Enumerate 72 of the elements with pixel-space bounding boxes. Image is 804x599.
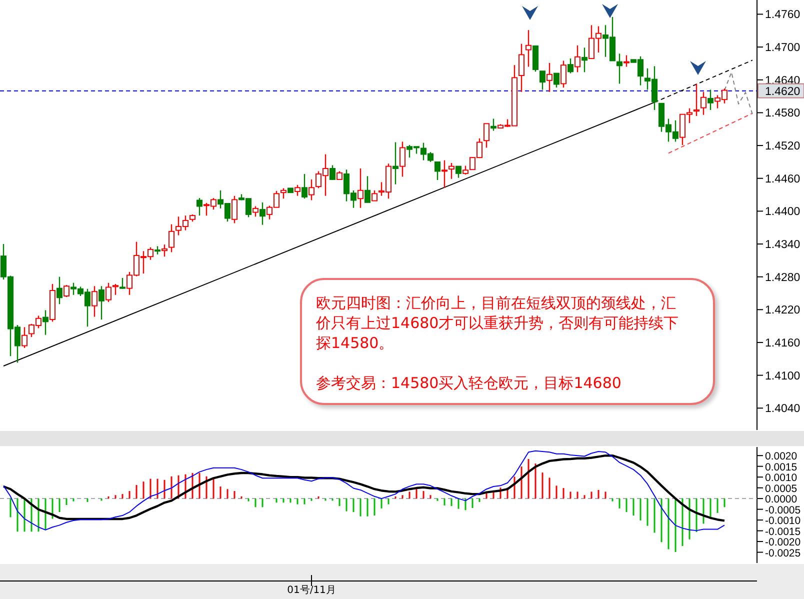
y-tick-label: 1.4460 — [765, 173, 800, 186]
candlestick — [294, 184, 300, 196]
y-tick-label: 0.0015 — [765, 461, 798, 474]
line-series — [3, 450, 725, 532]
candlestick — [358, 168, 364, 208]
candlestick — [260, 202, 266, 226]
y-tick-label: 0.0020 — [765, 450, 798, 463]
y-tick-label: -0.0010 — [765, 515, 801, 528]
annotation: 参考交易：14580买入轻仓欧元，目标14680 — [316, 373, 622, 393]
candlestick — [232, 195, 238, 224]
y-tick-label: -0.0005 — [765, 504, 801, 516]
candlestick — [442, 160, 448, 188]
candlestick — [546, 62, 552, 93]
y-tick-label: 1.4040 — [765, 403, 800, 416]
candlestick — [42, 310, 48, 336]
candlestick — [22, 326, 28, 349]
candlestick — [434, 161, 440, 181]
candlestick — [400, 141, 406, 178]
candlestick — [560, 60, 566, 88]
candlestick — [518, 43, 524, 93]
candlestick — [98, 286, 104, 320]
candlestick — [490, 118, 496, 132]
candlestick — [280, 188, 286, 200]
candlestick — [694, 83, 700, 117]
ref-line-label: 1.4620 — [765, 86, 800, 98]
candlestick — [540, 70, 546, 90]
candlestick — [526, 29, 532, 68]
x-tick-label: 01号/11月 — [287, 585, 336, 596]
candlestick — [162, 244, 168, 258]
candlestick — [392, 142, 398, 185]
candlestick — [448, 162, 454, 180]
y-tick-label: 1.4340 — [765, 238, 800, 251]
candlestick — [64, 284, 70, 298]
y-tick-label: 1.4100 — [765, 370, 800, 382]
candlestick — [330, 164, 336, 181]
candlestick — [372, 190, 378, 202]
y-tick-label: 1.4280 — [765, 272, 800, 284]
annotation: 欧元四时图：汇价向上，目前在短线双顶的颈线处，汇价只有上过14680才可以重获升势，否则有可能持续下探14580。 — [316, 293, 680, 353]
candlestick — [308, 178, 314, 201]
y-tick-label: -0.0025 — [765, 547, 801, 560]
candlestick — [568, 58, 574, 74]
y-tick-label: 1.4160 — [765, 337, 800, 350]
line-series — [2, 454, 726, 522]
candlestick — [456, 166, 462, 178]
y-tick-label: 1.4220 — [765, 304, 800, 317]
candlestick — [700, 91, 706, 116]
y-tick-label: 0.0005 — [765, 482, 798, 495]
candlestick — [708, 89, 714, 111]
candlestick — [168, 224, 174, 253]
candlestick — [616, 53, 622, 84]
y-tick-label: 0.0000 — [765, 494, 798, 506]
candlestick — [364, 176, 370, 204]
candlestick — [484, 123, 490, 148]
y-tick-label: 1.4520 — [765, 140, 800, 153]
candlestick — [120, 277, 126, 290]
candlestick — [302, 173, 308, 200]
candlestick — [56, 276, 62, 305]
candlestick — [196, 197, 202, 216]
candlestick — [92, 286, 98, 318]
y-tick-label: 0.0010 — [765, 472, 798, 484]
y-tick-label: 1.4400 — [765, 206, 800, 218]
y-tick-label: 1.4580 — [765, 108, 800, 120]
candlestick — [582, 46, 588, 73]
y-tick-label: 1.4700 — [765, 42, 800, 54]
y-tick-label: -0.0015 — [765, 526, 801, 538]
candlestick — [252, 206, 258, 218]
candlestick — [554, 72, 560, 88]
y-tick-label: -0.0020 — [765, 536, 801, 549]
candlestick — [532, 45, 538, 72]
candlestick — [574, 44, 580, 73]
candlestick — [624, 54, 630, 68]
y-tick-label: 1.4760 — [765, 9, 800, 22]
